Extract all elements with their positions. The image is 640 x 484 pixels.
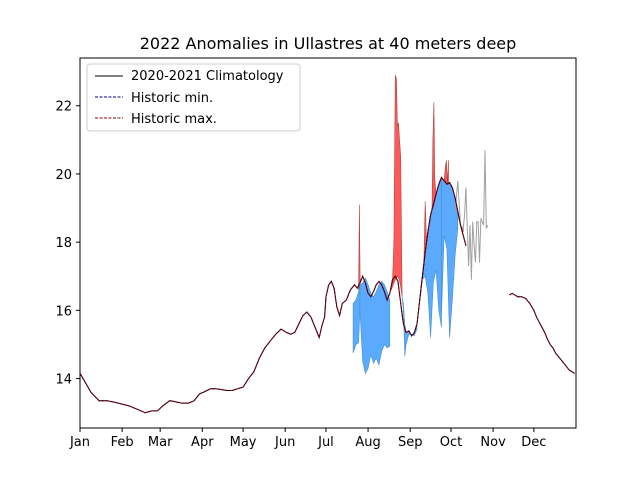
legend-box	[86, 63, 301, 132]
y-tick-label-2: 18	[55, 236, 72, 251]
x-axis: Jan Feb Mar Apr May Jun Jul Aug Sep Oct Nov Dec	[69, 428, 546, 450]
observed-2022-tail-line	[454, 150, 489, 280]
legend: 2020-2021 Climatology Historic min. Hist…	[86, 63, 301, 132]
y-tick-label-4: 22	[55, 100, 72, 115]
y-tick-label-0: 14	[55, 373, 72, 388]
x-tick-label-6: Jul	[317, 435, 334, 450]
warm-anomaly-area-9	[443, 160, 449, 185]
chart-title: 2022 Anomalies in Ullastres at 40 meters…	[140, 34, 517, 53]
axes-frame	[79, 57, 577, 429]
x-tick-label-10: Nov	[480, 435, 506, 450]
warm-anomaly-area-3	[390, 75, 403, 297]
plot-area	[80, 75, 575, 414]
legend-label-historic-max: Historic max.	[131, 112, 217, 127]
x-tick-label-5: Jun	[274, 435, 295, 450]
plot-clip-group	[80, 75, 575, 414]
x-tick-label-8: Sep	[398, 435, 423, 450]
historic-max-line-segment-0	[80, 176, 467, 414]
x-tick-label-3: Apr	[191, 435, 214, 450]
y-tick-label-3: 20	[55, 168, 72, 183]
x-tick-label-1: Feb	[111, 435, 134, 450]
cold-anomaly-area-2	[359, 277, 391, 375]
cold-anomaly-area-4	[401, 296, 418, 357]
y-axis: 14 16 18 20 22	[55, 100, 80, 388]
x-tick-label-9: Oct	[440, 435, 462, 450]
x-tick-label-4: May	[230, 435, 257, 450]
historic-max-line-segment-1	[509, 292, 575, 374]
legend-label-climatology: 2020-2021 Climatology	[131, 69, 284, 84]
x-tick-label-2: Mar	[148, 435, 173, 450]
x-tick-label-7: Aug	[355, 435, 380, 450]
x-tick-label-11: Dec	[521, 435, 546, 450]
legend-label-historic-min: Historic min.	[131, 91, 213, 106]
y-tick-label-1: 16	[55, 304, 72, 319]
x-tick-label-0: Jan	[69, 435, 90, 450]
